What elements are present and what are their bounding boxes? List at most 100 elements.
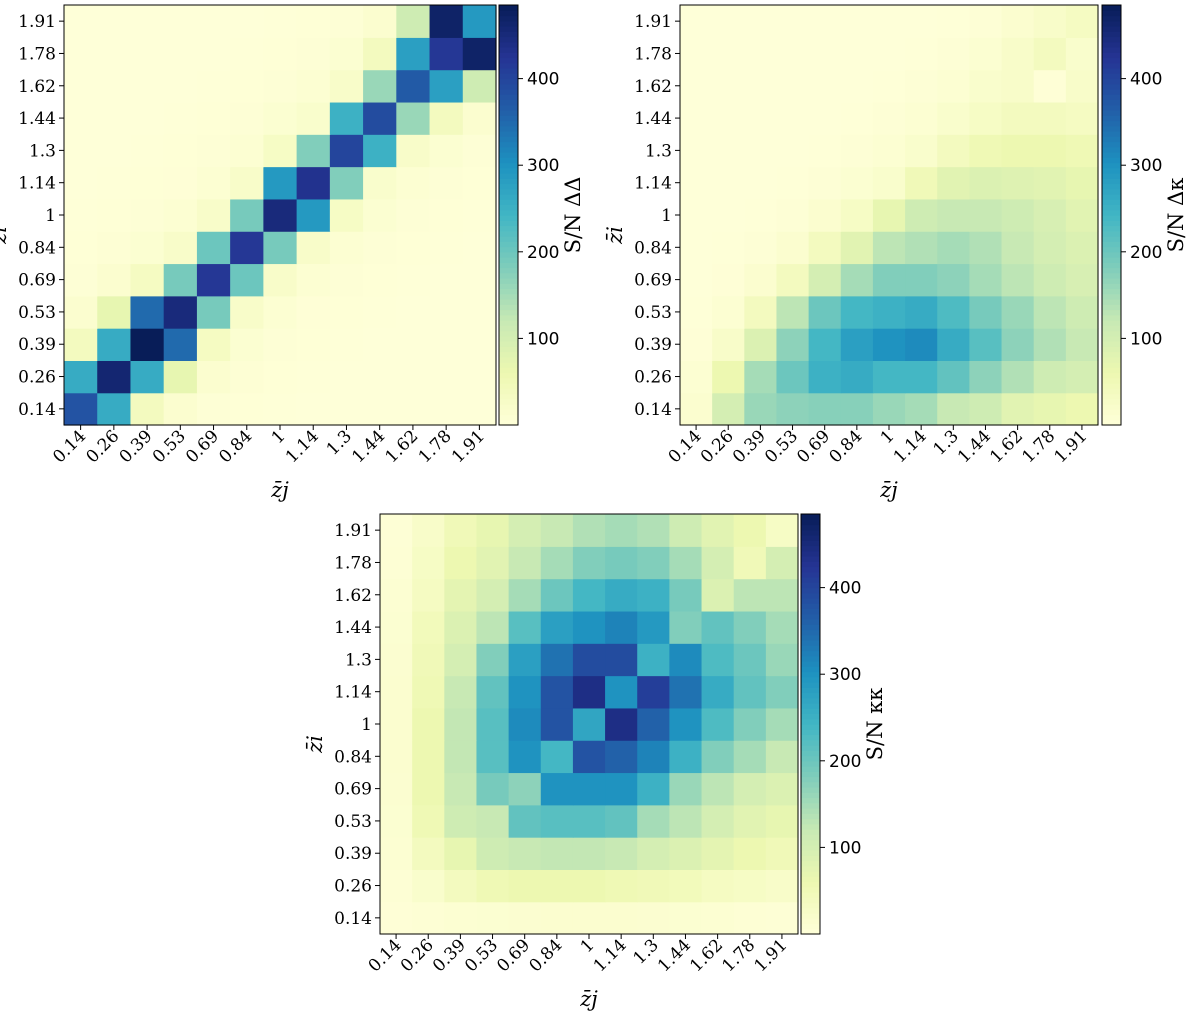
- heatmap-cell: [1065, 328, 1099, 361]
- colorbar-segment: [1102, 419, 1121, 426]
- heatmap-cell: [462, 37, 497, 71]
- colorbar-segment: [801, 860, 820, 867]
- heatmap-cell: [765, 804, 799, 838]
- heatmap-cell: [540, 578, 574, 612]
- heatmap-cell: [329, 198, 364, 232]
- colorbar-frame: [498, 4, 519, 426]
- colorbar-segment: [1102, 272, 1121, 279]
- heatmap-cell: [669, 740, 703, 774]
- colorbar-segment: [1102, 251, 1121, 258]
- heatmap-cell: [97, 263, 132, 297]
- colorbar-segment: [1102, 204, 1121, 211]
- colorbar-segment: [1102, 398, 1121, 405]
- colorbar-segment: [1102, 404, 1121, 410]
- colorbar-segment: [1102, 10, 1121, 17]
- heatmap-cell: [163, 37, 198, 71]
- heatmap-cell: [476, 901, 510, 935]
- colorbar-segment: [1102, 283, 1121, 290]
- heatmap-cell: [508, 610, 542, 644]
- heatmap-cell: [263, 392, 298, 426]
- heatmap-cell: [230, 37, 264, 71]
- heatmap-cell: [540, 643, 574, 677]
- heatmap-cell: [508, 740, 542, 774]
- heatmap-cell: [872, 134, 906, 168]
- colorbar-segment: [801, 592, 820, 599]
- colorbar-segment: [499, 351, 518, 358]
- colorbar-segment: [801, 787, 820, 793]
- colorbar-segment: [499, 57, 518, 64]
- heatmap-cell: [680, 166, 713, 200]
- heatmap-cell: [712, 134, 745, 168]
- colorbar-segment: [801, 645, 820, 652]
- colorbar-label: S/N Δκ: [1164, 178, 1188, 253]
- heatmap-cell: [396, 198, 431, 232]
- heatmap-cell: [296, 101, 331, 135]
- colorbar-segment: [1102, 62, 1121, 69]
- colorbar-segment: [1102, 325, 1121, 332]
- heatmap-cell: [429, 198, 464, 232]
- colorbar-segment: [801, 718, 820, 725]
- heatmap-cell: [808, 37, 842, 71]
- heatmap-cell: [380, 610, 413, 644]
- heatmap-cell: [733, 578, 767, 612]
- colorbar-segment: [801, 892, 820, 898]
- heatmap-cell: [163, 101, 198, 135]
- heatmap-cell: [363, 166, 397, 200]
- colorbar-segment: [499, 157, 518, 164]
- colorbar-frame: [1101, 4, 1122, 426]
- heatmap-cell: [329, 392, 364, 426]
- heatmap-cell: [97, 134, 132, 168]
- heatmap-cell: [329, 166, 364, 200]
- colorbar-segment: [801, 655, 820, 662]
- heatmap-cell: [669, 772, 703, 806]
- colorbar-segment: [499, 419, 518, 426]
- heatmap-cell: [97, 360, 132, 394]
- heatmap-cell: [669, 707, 703, 741]
- colorbar-segment: [499, 47, 518, 53]
- heatmap-cell: [905, 37, 938, 71]
- colorbar-segment: [499, 183, 518, 190]
- heatmap-cell: [380, 675, 413, 709]
- heatmap-cell: [296, 231, 331, 265]
- colorbar-segment: [499, 5, 518, 11]
- heatmap-cell: [733, 740, 767, 774]
- x-tick-label: 1.78: [1018, 426, 1059, 467]
- heatmap-cell: [508, 707, 542, 741]
- y-tick-label: 1.78: [334, 553, 372, 573]
- heatmap-cell: [1065, 263, 1099, 297]
- heatmap-cell: [230, 101, 264, 135]
- heatmap-cell: [712, 295, 745, 329]
- colorbar-segment: [499, 215, 518, 221]
- heatmap-cell: [97, 392, 132, 426]
- heatmap-cell: [905, 101, 938, 135]
- heatmap-cell: [296, 134, 331, 168]
- colorbar-segment: [801, 802, 820, 809]
- heatmap-cell: [476, 610, 510, 644]
- heatmap-cell: [462, 328, 497, 361]
- heatmap-cell: [429, 166, 464, 200]
- heatmap-cell: [444, 514, 478, 547]
- heatmap-cell: [363, 263, 397, 297]
- colorbar-segment: [499, 388, 518, 395]
- y-tick-label: 1: [45, 206, 56, 226]
- colorbar-segment: [1102, 36, 1121, 43]
- colorbar-tick-label: 200: [1130, 243, 1162, 263]
- colorbar-segment: [1102, 94, 1121, 101]
- heatmap-cell: [808, 5, 842, 38]
- colorbar-segment: [801, 907, 820, 914]
- heatmap-cell: [969, 5, 1003, 38]
- heatmap-cell: [462, 69, 497, 103]
- colorbar-segment: [1102, 167, 1121, 174]
- colorbar-segment: [801, 839, 820, 846]
- colorbar-segment: [1102, 215, 1121, 221]
- colorbar-segment: [801, 923, 820, 930]
- x-axis-label: z̄j: [270, 478, 289, 502]
- heatmap-cell: [765, 901, 799, 935]
- colorbar-segment: [801, 855, 820, 862]
- colorbar-segment: [1102, 288, 1121, 295]
- heatmap-cell: [540, 901, 574, 935]
- heatmap-cell: [905, 328, 938, 361]
- colorbar-segment: [499, 173, 518, 179]
- x-tick-label: 1.62: [686, 935, 727, 976]
- heatmap-cell: [429, 5, 464, 38]
